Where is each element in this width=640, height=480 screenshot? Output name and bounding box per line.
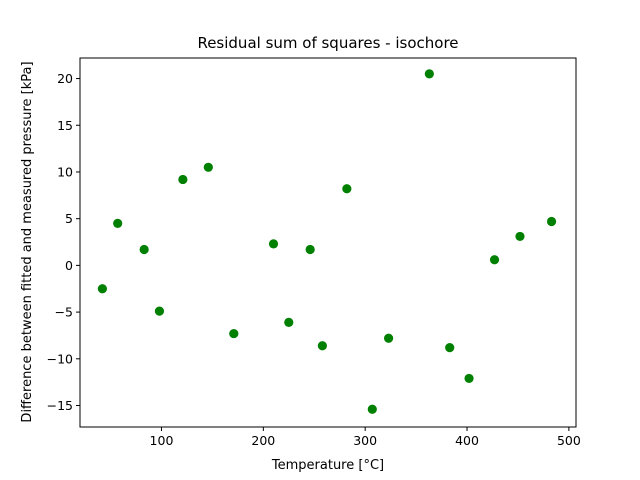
data-point bbox=[424, 69, 434, 79]
y-tick-label: 5 bbox=[65, 211, 73, 226]
chart-title: Residual sum of squares - isochore bbox=[197, 34, 458, 52]
x-tick-label: 300 bbox=[353, 433, 377, 448]
y-tick-label: 0 bbox=[65, 258, 73, 273]
data-point bbox=[317, 341, 327, 351]
data-point bbox=[203, 162, 213, 172]
y-tick-label: −5 bbox=[55, 305, 73, 320]
data-point bbox=[515, 231, 525, 242]
data-point bbox=[367, 404, 377, 414]
data-point bbox=[154, 306, 165, 316]
data-point bbox=[113, 218, 123, 228]
x-tick-label: 200 bbox=[251, 433, 275, 448]
data-point bbox=[489, 255, 500, 265]
data-point bbox=[284, 317, 294, 327]
y-tick-label: 20 bbox=[57, 71, 73, 86]
y-tick-label: 10 bbox=[57, 164, 73, 179]
y-axis-label: Difference between fitted and measured p… bbox=[20, 61, 35, 422]
x-tick-label: 400 bbox=[455, 433, 479, 448]
data-point bbox=[139, 244, 149, 255]
data-point bbox=[445, 342, 455, 353]
y-tick-label: −10 bbox=[47, 351, 73, 366]
data-point bbox=[97, 284, 108, 294]
plot-area: 100 200 300 400 500 −15 −10 −5 0 5 10 15 20 bbox=[47, 57, 581, 448]
x-tick-label: 100 bbox=[150, 433, 174, 448]
data-point bbox=[178, 174, 188, 185]
y-tick-label: 15 bbox=[57, 118, 73, 133]
x-axis-label: Temperature [°C] bbox=[271, 458, 384, 473]
data-point bbox=[342, 184, 352, 194]
data-point bbox=[268, 239, 279, 249]
data-point bbox=[305, 244, 315, 255]
plot-frame bbox=[79, 57, 577, 428]
data-point bbox=[383, 333, 394, 343]
x-tick-label: 500 bbox=[557, 433, 581, 448]
data-point bbox=[464, 373, 474, 384]
y-tick-label: −15 bbox=[47, 398, 73, 413]
data-point bbox=[546, 216, 557, 227]
data-point bbox=[229, 328, 239, 339]
